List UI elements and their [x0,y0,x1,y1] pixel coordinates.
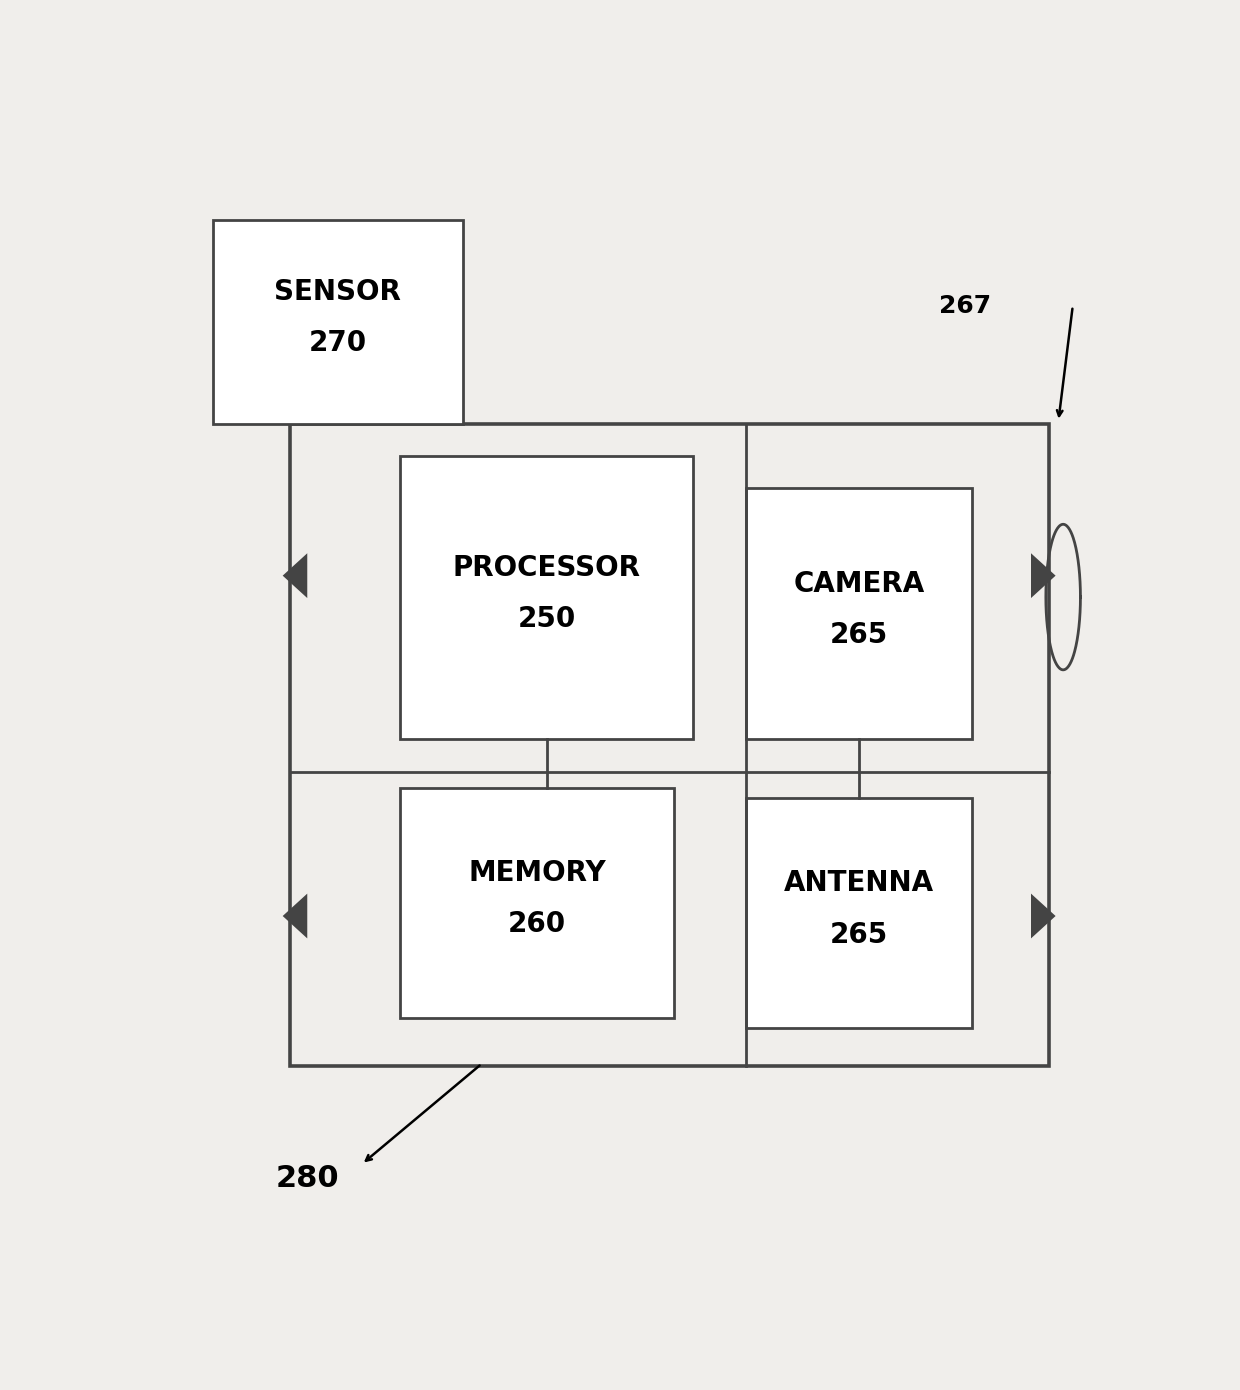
Text: ANTENNA: ANTENNA [784,869,934,898]
Text: 267: 267 [939,293,991,318]
Text: MEMORY: MEMORY [469,859,606,887]
Text: 265: 265 [830,621,888,649]
Bar [401,456,693,739]
Text: 250: 250 [517,605,575,632]
Polygon shape [1033,556,1054,595]
Bar [290,424,1049,1066]
Polygon shape [285,556,306,595]
Bar [746,798,972,1029]
Bar [213,220,463,424]
Text: SENSOR: SENSOR [274,278,401,306]
Bar [401,788,675,1017]
Polygon shape [1033,897,1054,935]
Polygon shape [285,897,306,935]
Text: 260: 260 [508,910,565,938]
Text: 270: 270 [309,329,367,357]
Text: 265: 265 [830,920,888,949]
Bar [746,488,972,739]
Text: CAMERA: CAMERA [794,570,925,598]
Text: PROCESSOR: PROCESSOR [453,553,641,581]
Text: 280: 280 [275,1163,339,1193]
